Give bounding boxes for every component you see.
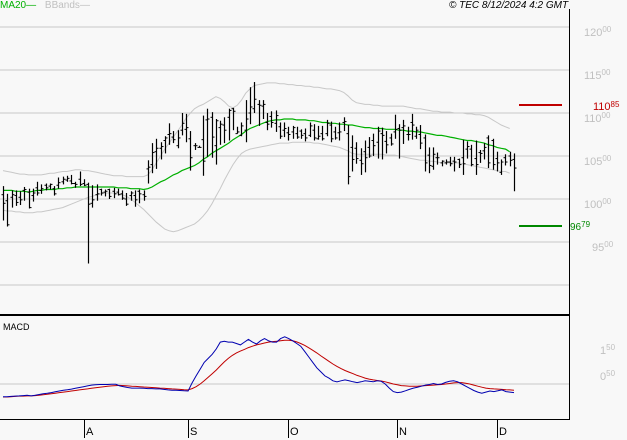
axes-frame xyxy=(0,9,570,438)
period-high-label: 11085 xyxy=(593,100,620,113)
price-markers xyxy=(519,104,562,227)
ma20-line xyxy=(3,118,511,193)
ohlc-bars xyxy=(1,82,517,264)
legend-bbands[interactable]: BBands— xyxy=(44,0,90,11)
x-label-nov: N xyxy=(399,426,407,438)
y-label-100: 10000 xyxy=(584,197,612,211)
y-label-105: 10500 xyxy=(584,154,612,168)
chart-legend: MA20— BBands— xyxy=(0,0,90,12)
y-label-95: 9500 xyxy=(592,240,614,254)
x-label-oct: O xyxy=(290,426,299,438)
y-label-120: 12000 xyxy=(584,25,612,39)
y-label-115: 11500 xyxy=(584,68,611,82)
copyright-timestamp: © TEC 8/12/2024 4:2 GMT xyxy=(449,0,569,11)
x-label-sep: S xyxy=(190,426,198,438)
x-label-aug: A xyxy=(86,426,94,438)
y-label-110: 11000 xyxy=(584,111,611,125)
period-low-label: 9679 xyxy=(570,220,591,233)
macd-label-150: 150 xyxy=(600,343,616,357)
legend-ma20[interactable]: MA20— xyxy=(0,0,37,11)
x-label-dec: D xyxy=(499,426,507,438)
main-gridlines xyxy=(0,26,569,286)
macd-panel-title: MACD xyxy=(3,322,30,332)
macd-lines xyxy=(3,336,515,398)
macd-label-050: 050 xyxy=(600,369,616,383)
